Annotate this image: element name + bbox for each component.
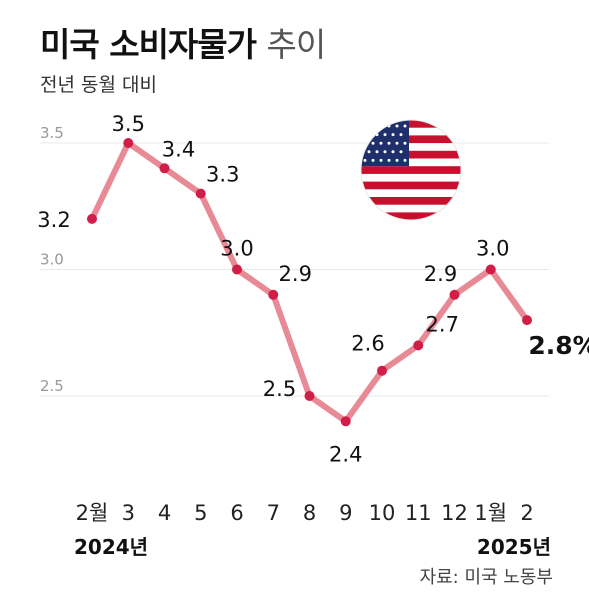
y-tick-label: 3.0 — [40, 251, 64, 269]
source-note: 자료: 미국 노동부 — [419, 567, 553, 588]
flag-star — [379, 124, 383, 128]
data-label: 2.9 — [424, 262, 457, 286]
chart-title-bold: 미국 소비자물가 — [40, 25, 257, 64]
data-point — [195, 188, 206, 199]
y-tick-label: 2.5 — [40, 377, 64, 395]
data-point — [413, 340, 424, 351]
flag-star — [383, 150, 387, 154]
data-point — [304, 391, 315, 401]
us-flag-icon — [360, 119, 462, 221]
flag-star — [403, 124, 407, 128]
data-label: 3.0 — [220, 237, 253, 261]
data-point — [123, 138, 134, 148]
x-tick-label: 11 — [405, 501, 432, 525]
data-point — [522, 315, 532, 326]
data-label: 3.5 — [112, 112, 145, 136]
flag-star — [403, 141, 407, 145]
data-point — [232, 264, 242, 275]
data-labels: 3.2 3.5 3.4 3.3 3.0 2.9 2.5 2.4 2.6 2.7 2.9 3.0 2.8% — [37, 112, 589, 466]
x-tick-label: 2월 — [76, 501, 109, 525]
flag-star — [367, 150, 371, 154]
x-tick-label: 7 — [267, 501, 280, 525]
flag-star — [379, 158, 383, 162]
data-label: 2.6 — [351, 332, 384, 356]
data-label: 3.2 — [37, 208, 70, 232]
data-label: 2.5 — [263, 377, 296, 401]
chart-subtitle: 전년 동월 대비 — [40, 74, 157, 96]
flag-star — [371, 124, 375, 128]
data-label: 2.7 — [426, 312, 459, 336]
data-points — [87, 138, 532, 427]
data-label: 2.9 — [279, 262, 312, 286]
flag-star — [387, 141, 391, 145]
data-point — [87, 213, 97, 224]
flag-star — [403, 158, 407, 162]
x-tick-label: 8 — [303, 501, 316, 525]
y-tick-label: 3.5 — [40, 124, 64, 142]
x-tick-label: 5 — [194, 501, 207, 525]
flag-star — [399, 150, 403, 154]
data-label: 2.4 — [329, 442, 362, 466]
data-label: 3.3 — [206, 163, 239, 187]
flag-star — [371, 141, 375, 145]
data-point — [449, 289, 460, 300]
flag-star — [367, 133, 371, 137]
flag-star — [383, 133, 387, 137]
flag-star — [387, 158, 391, 162]
flag-star — [391, 150, 395, 154]
x-tick-label: 4 — [158, 501, 171, 525]
x-axis-ticks: 2월 3 4 5 6 7 8 9 10 11 12 1월 2 — [76, 501, 534, 525]
flag-star — [395, 141, 399, 145]
chart-title: 미국 소비자물가 추이 — [40, 18, 327, 66]
year-label: 2025년 — [477, 535, 551, 559]
x-tick-label: 10 — [369, 501, 396, 525]
x-tick-label: 1월 — [474, 501, 507, 525]
data-point — [268, 289, 279, 300]
flag-star — [391, 133, 395, 137]
data-point — [159, 163, 170, 174]
x-tick-label: 3 — [122, 501, 135, 525]
flag-star — [379, 141, 383, 145]
data-label: 3.4 — [162, 137, 195, 161]
data-label: 3.0 — [476, 237, 509, 261]
flag-star — [375, 150, 379, 154]
flag-star — [363, 124, 367, 128]
flag-star — [363, 158, 367, 162]
flag-star — [399, 133, 403, 137]
data-point — [340, 416, 351, 427]
data-point — [377, 365, 387, 376]
flag-star — [371, 158, 375, 162]
data-point — [485, 264, 496, 275]
chart-title-light: 추이 — [266, 25, 327, 64]
year-labels: 2024년 2025년 — [74, 535, 551, 559]
x-tick-label: 2 — [520, 501, 533, 525]
x-tick-label: 12 — [441, 501, 468, 525]
y-axis-ticks: 2.5 3.0 3.5 — [40, 124, 64, 395]
flag-star — [395, 124, 399, 128]
data-label: 2.8% — [528, 331, 589, 360]
x-tick-label: 6 — [230, 501, 243, 525]
flag-star — [395, 158, 399, 162]
x-tick-label: 9 — [339, 501, 352, 525]
year-label: 2024년 — [74, 535, 148, 559]
